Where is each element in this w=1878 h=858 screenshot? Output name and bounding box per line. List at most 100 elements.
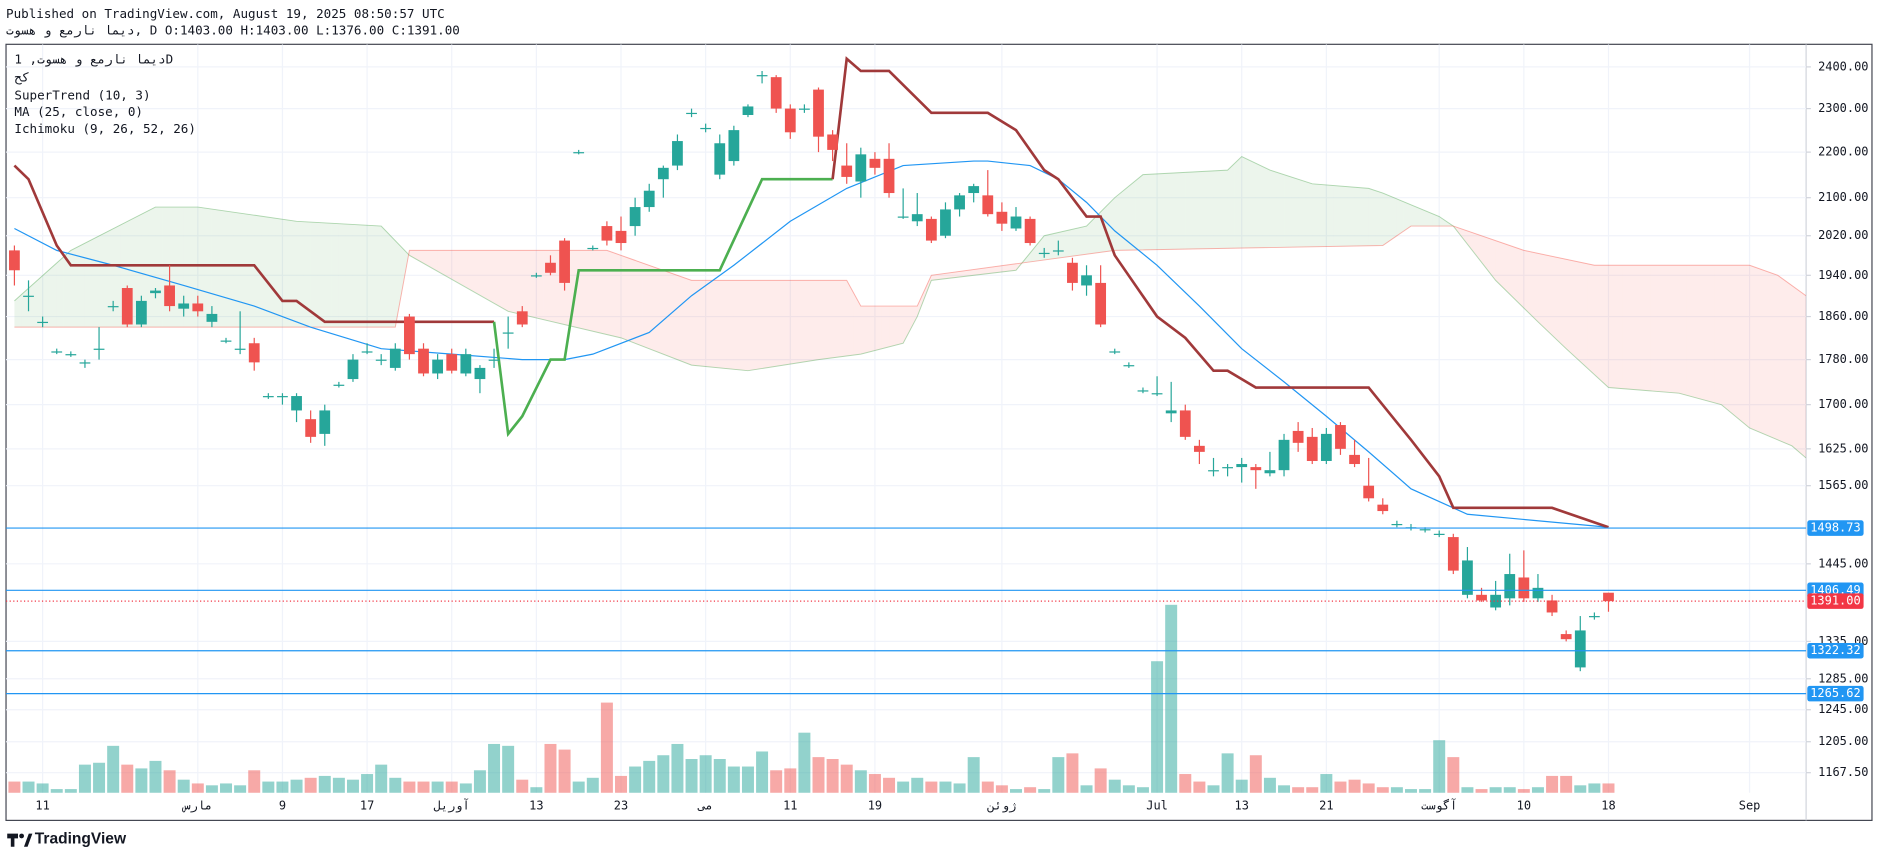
cloud-fill: [1622, 265, 1630, 390]
volume-bar: [1193, 781, 1206, 793]
price-label: 1498.73: [1810, 521, 1860, 535]
volume-bar: [107, 745, 120, 793]
candle-body: [1278, 439, 1290, 471]
cloud-fill: [1403, 201, 1411, 231]
cloud-fill: [35, 275, 43, 328]
volume-bar: [657, 755, 670, 793]
cloud-fill: [162, 207, 170, 328]
cloud-fill: [1707, 265, 1715, 403]
cloud-fill: [762, 280, 770, 369]
cloud-fill: [1093, 211, 1101, 254]
candle-body: [9, 250, 20, 271]
cloud-fill: [367, 225, 375, 328]
cloud-fill: [176, 207, 184, 328]
cloud-fill: [1679, 265, 1687, 396]
volume-bar: [629, 766, 642, 793]
candle-body: [65, 354, 77, 356]
cloud-fill: [1791, 285, 1799, 452]
candle-body: [1109, 351, 1121, 353]
cloud-fill: [338, 223, 346, 328]
cloud-fill: [1001, 264, 1009, 272]
cloud-fill: [317, 222, 325, 328]
price-label-bg: [1807, 685, 1864, 702]
candle-body: [545, 262, 556, 273]
volume-bar: [177, 779, 190, 793]
x-tick-label: 17: [360, 799, 374, 813]
cloud-fill: [1178, 172, 1186, 250]
cloud-fill: [776, 280, 784, 367]
x-tick-label: 19: [868, 799, 882, 813]
candle-body: [361, 351, 373, 353]
cloud-fill: [578, 250, 586, 330]
candle-body: [234, 348, 246, 350]
volume-bar: [1038, 789, 1051, 793]
volume-bar: [149, 760, 162, 793]
cloud-fill: [945, 272, 953, 279]
volume-bar: [121, 764, 134, 793]
volume-bar: [812, 757, 825, 793]
cloud-fill: [310, 222, 318, 328]
cloud-fill: [1650, 265, 1658, 392]
cloud-fill: [1608, 265, 1616, 389]
cloud-fill: [106, 228, 114, 328]
cloud-fill: [1326, 184, 1334, 247]
legend-item: Ichimoku (9, 26, 52, 26): [14, 121, 196, 136]
candle-body: [1052, 250, 1064, 252]
volume-bar: [1348, 779, 1361, 793]
volume-bar: [572, 781, 585, 793]
candle-body: [1560, 634, 1572, 640]
candle-body: [827, 134, 838, 150]
candle-body: [1447, 537, 1459, 571]
volume-bar: [770, 770, 783, 793]
candle-body: [404, 316, 415, 355]
cloud-fill: [42, 269, 50, 328]
volume-bar: [488, 743, 501, 793]
cloud-fill: [324, 222, 332, 328]
cloud-fill: [1784, 280, 1792, 446]
x-tick-label: 10: [1517, 799, 1531, 813]
cloud-fill: [1262, 166, 1270, 248]
price-label: 1322.32: [1810, 643, 1860, 657]
cloud-fill: [917, 290, 925, 317]
candle-body: [1532, 587, 1544, 599]
volume-bar: [883, 777, 896, 793]
volume-bar: [205, 785, 218, 793]
price-label: 1265.62: [1810, 686, 1860, 700]
cloud-fill: [1164, 173, 1172, 250]
candle-body: [1010, 216, 1022, 229]
candle-body: [375, 359, 387, 361]
cloud-fill: [423, 250, 431, 268]
candle-body: [291, 396, 302, 411]
candle-body: [1363, 485, 1375, 499]
cloud-fill: [261, 216, 269, 328]
cloud-fill: [388, 233, 396, 328]
cloud-fill: [536, 250, 544, 320]
volume-bar: [1489, 787, 1502, 793]
cloud-fill: [345, 224, 353, 328]
cloud-fill: [726, 280, 734, 370]
cloud-fill: [1185, 171, 1193, 250]
cloud-fill: [846, 280, 854, 356]
cloud-fill: [1516, 247, 1524, 308]
cloud-fill: [494, 250, 502, 308]
volume-bar: [727, 766, 740, 793]
candle-body: [883, 158, 895, 194]
cloud-fill: [1396, 198, 1404, 236]
x-tick-label: 11: [35, 799, 49, 813]
cloud-fill: [508, 250, 516, 313]
indicator-line: [14, 156, 1807, 459]
volume-bar: [1560, 775, 1573, 793]
cloud-fill: [360, 224, 368, 328]
volume-bar: [459, 783, 472, 793]
cloud-fill: [515, 250, 523, 315]
cloud-fill: [430, 250, 438, 271]
volume-bar: [925, 781, 938, 793]
volume-bar: [361, 774, 374, 793]
cloud-fill: [381, 226, 389, 328]
candle-body: [347, 359, 359, 380]
candle-body: [855, 154, 867, 182]
cloud-fill: [1248, 159, 1256, 248]
cloud-fill: [867, 306, 875, 353]
volume-bar: [1249, 755, 1262, 793]
